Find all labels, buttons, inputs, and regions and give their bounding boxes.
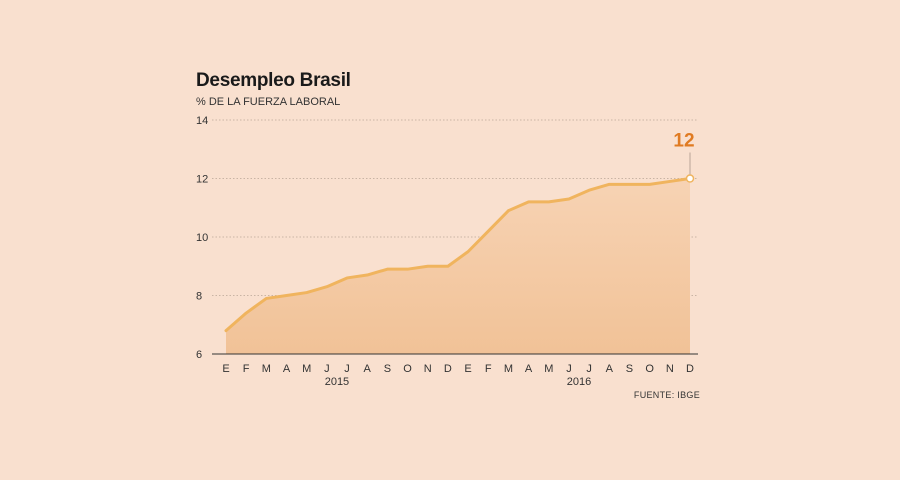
x-tick-label: E	[464, 363, 471, 375]
x-tick-label: S	[384, 363, 391, 375]
year-label: 2016	[567, 376, 591, 388]
area-layer	[226, 178, 690, 354]
x-tick-label: J	[566, 363, 572, 375]
y-tick-label: 14	[196, 115, 208, 127]
x-tick-label: M	[504, 363, 513, 375]
y-tick-label: 8	[196, 291, 202, 303]
x-tick-label: N	[666, 363, 674, 375]
area-fill	[226, 178, 690, 354]
x-tick-label: A	[364, 363, 372, 375]
x-tick-label: J	[586, 363, 592, 375]
end-point-marker	[685, 174, 695, 183]
x-tick-label: J	[344, 363, 350, 375]
x-tick-label: F	[243, 363, 250, 375]
x-tick-label: J	[324, 363, 330, 375]
chart-title: Desempleo Brasil	[196, 70, 351, 91]
x-tick-label: O	[645, 363, 654, 375]
label-layer: 12	[673, 131, 695, 175]
x-tick-label: A	[606, 363, 614, 375]
y-tick-label: 6	[196, 349, 202, 361]
x-tick-label: E	[222, 363, 229, 375]
y-tick-label: 12	[196, 174, 208, 186]
x-tick-label: N	[424, 363, 432, 375]
end-value-label: 12	[673, 131, 694, 152]
x-tick-label: M	[302, 363, 311, 375]
source-note: FUENTE: IBGE	[634, 390, 700, 400]
x-tick-label: D	[686, 363, 694, 375]
line-layer	[224, 174, 695, 333]
x-tick-label: F	[485, 363, 492, 375]
x-tick-label: O	[403, 363, 412, 375]
x-tick-label: S	[626, 363, 633, 375]
x-tick-label: A	[525, 363, 533, 375]
x-tick-label: D	[444, 363, 452, 375]
x-tick-label: M	[262, 363, 271, 375]
x-tick-label: A	[283, 363, 291, 375]
year-label: 2015	[325, 376, 349, 388]
x-tick-label: M	[544, 363, 553, 375]
chart-subtitle: % DE LA FUERZA LABORAL	[196, 96, 341, 108]
series-line	[224, 177, 692, 333]
y-tick-label: 10	[196, 232, 208, 244]
